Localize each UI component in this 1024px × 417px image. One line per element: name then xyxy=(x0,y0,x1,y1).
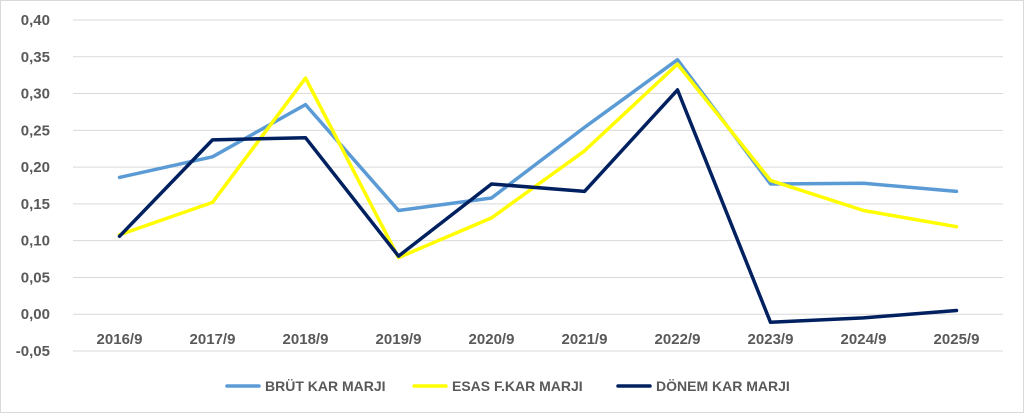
x-tick-label: 2023/9 xyxy=(748,331,794,348)
legend-label: BRÜT KAR MARJI xyxy=(265,378,386,394)
series-lines xyxy=(117,57,959,325)
x-tick-label: 2019/9 xyxy=(376,331,422,348)
x-tick-label: 2017/9 xyxy=(190,331,236,348)
series-line-1 xyxy=(117,57,959,213)
x-tick-label: 2024/9 xyxy=(841,331,887,348)
x-tick-label: 2016/9 xyxy=(97,331,143,348)
y-tick-label: 0,15 xyxy=(21,196,50,213)
x-tick-label: 2021/9 xyxy=(562,331,608,348)
y-tick-label: 0,10 xyxy=(21,233,50,250)
y-tick-label: 0,30 xyxy=(21,86,50,103)
x-tick-label: 2022/9 xyxy=(655,331,701,348)
y-tick-label: 0,35 xyxy=(21,49,50,66)
gridlines xyxy=(73,19,1003,352)
y-tick-label: 0,05 xyxy=(21,269,50,286)
y-tick-label: 0,40 xyxy=(21,12,50,29)
y-tick-label: 0,20 xyxy=(21,159,50,176)
legend-label: DÖNEM KAR MARJI xyxy=(656,378,790,394)
x-tick-label: 2020/9 xyxy=(469,331,515,348)
x-tick-label: 2025/9 xyxy=(934,331,980,348)
y-tick-label: 0,25 xyxy=(21,122,50,139)
legend-label: ESAS F.KAR MARJI xyxy=(452,378,583,394)
y-tick-label: 0,00 xyxy=(21,306,50,323)
legend: BRÜT KAR MARJI ESAS F.KAR MARJI DÖNEM KAR … xyxy=(225,378,790,394)
x-axis-ticks: 2016/9 2017/9 2018/9 2019/9 2020/9 2021/9 2022… xyxy=(97,331,980,348)
series-line-3 xyxy=(117,88,959,325)
y-tick-label: -0,05 xyxy=(16,343,50,360)
y-axis-ticks: -0,05 0,00 0,05 0,10 0,15 0,20 0,25 0,30 0,35 0,4… xyxy=(16,12,50,360)
x-tick-label: 2018/9 xyxy=(283,331,329,348)
